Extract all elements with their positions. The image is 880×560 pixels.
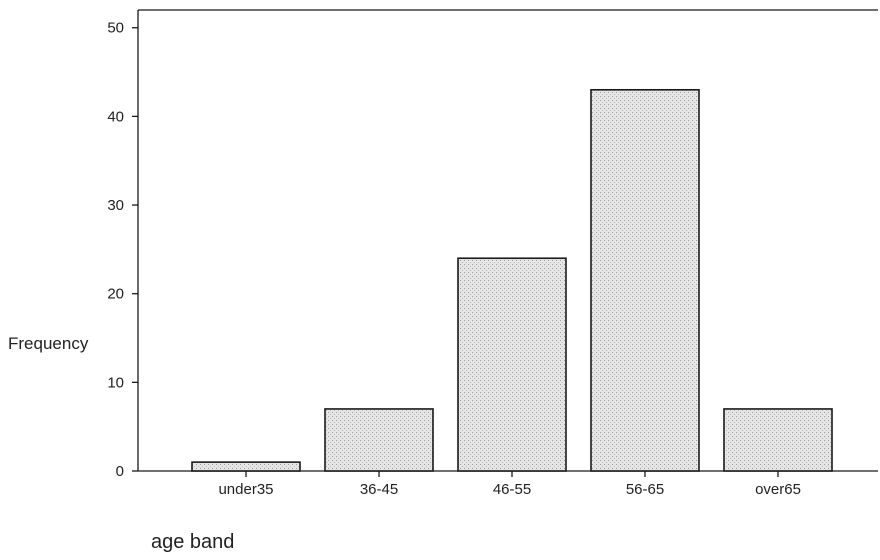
bar-under35 bbox=[191, 461, 301, 472]
bar-over65 bbox=[723, 408, 833, 472]
y-tick-label: 20 bbox=[107, 286, 124, 303]
y-axis-ticks: 0 10 20 30 40 50 bbox=[107, 20, 138, 480]
x-tick-label: 46-55 bbox=[493, 481, 531, 498]
x-axis-ticks: under35 36-45 46-55 56-65 over65 bbox=[218, 471, 801, 498]
bar-46-55 bbox=[457, 257, 567, 472]
x-tick-label: under35 bbox=[218, 481, 273, 498]
x-axis-title: age band bbox=[151, 531, 234, 553]
x-tick-label: 56-65 bbox=[626, 481, 664, 498]
x-tick-label: 36-45 bbox=[360, 481, 398, 498]
y-tick-label: 50 bbox=[107, 20, 124, 37]
y-tick-label: 0 bbox=[116, 463, 124, 480]
bar-36-45 bbox=[324, 408, 434, 472]
y-axis-title: Frequency bbox=[8, 334, 89, 353]
y-tick-label: 10 bbox=[107, 374, 124, 391]
x-tick-label: over65 bbox=[755, 481, 801, 498]
y-tick-label: 40 bbox=[107, 108, 124, 125]
bars bbox=[191, 88, 833, 472]
bar-56-65 bbox=[590, 88, 700, 472]
y-tick-label: 30 bbox=[107, 197, 124, 214]
